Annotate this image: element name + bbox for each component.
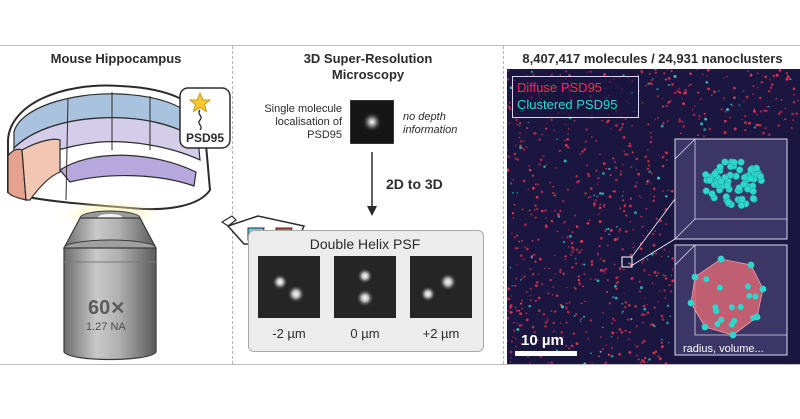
psf-image-plus2: [410, 256, 472, 318]
panel3-title: 8,407,417 molecules / 24,931 nanocluster…: [522, 51, 783, 66]
divider-1: [232, 46, 233, 364]
hippocampus-illustration: [7, 84, 231, 361]
times-icon: ✕: [110, 298, 126, 318]
panel2-title-line1: 3D Super-Resolution: [303, 51, 433, 66]
legend-diffuse: Diffuse PSD95: [517, 80, 603, 95]
objective-magnification: 60✕: [88, 297, 125, 320]
divider-2: [503, 46, 504, 364]
objective-na: 1.27 NA: [86, 321, 126, 333]
top-rule: [0, 45, 800, 46]
scale-bar-label: 10 µm: [521, 332, 564, 349]
single-molecule-image: [350, 100, 394, 144]
objective-body: [63, 247, 157, 361]
single-molecule-text: Single molecule localisation of PSD95: [264, 103, 342, 141]
no-depth-text: no depth information: [403, 111, 458, 136]
legend: [512, 76, 639, 118]
objective-mag-value: 60: [88, 297, 111, 319]
super-resolution-image: [507, 69, 800, 364]
psd95-label: PSD95: [185, 131, 225, 145]
psd95-callout: [179, 87, 231, 149]
depth-label-minus2: -2 µm: [272, 326, 306, 341]
depth-label-plus2: +2 µm: [422, 326, 460, 341]
selection-box: [621, 256, 633, 268]
psf-image-zero: [334, 256, 396, 318]
psf-title: Double Helix PSF: [309, 236, 421, 252]
psf-images: [258, 256, 472, 318]
legend-clustered: Clustered PSD95: [517, 97, 618, 112]
panel1-title: Mouse Hippocampus: [50, 51, 182, 66]
depth-label-zero: 0 µm: [350, 326, 380, 341]
down-arrow: [367, 152, 377, 216]
arrow-label: 2D to 3D: [386, 176, 443, 192]
panel2-title-line2: Microscopy: [331, 67, 405, 82]
inset-hull: [674, 244, 788, 356]
inset-caption: radius, volume...: [683, 343, 764, 355]
inset-cluster: [674, 138, 788, 240]
bottom-rule: [0, 364, 800, 365]
psf-image-minus2: [258, 256, 320, 318]
star-icon: [188, 91, 212, 113]
scale-bar: [515, 351, 577, 356]
